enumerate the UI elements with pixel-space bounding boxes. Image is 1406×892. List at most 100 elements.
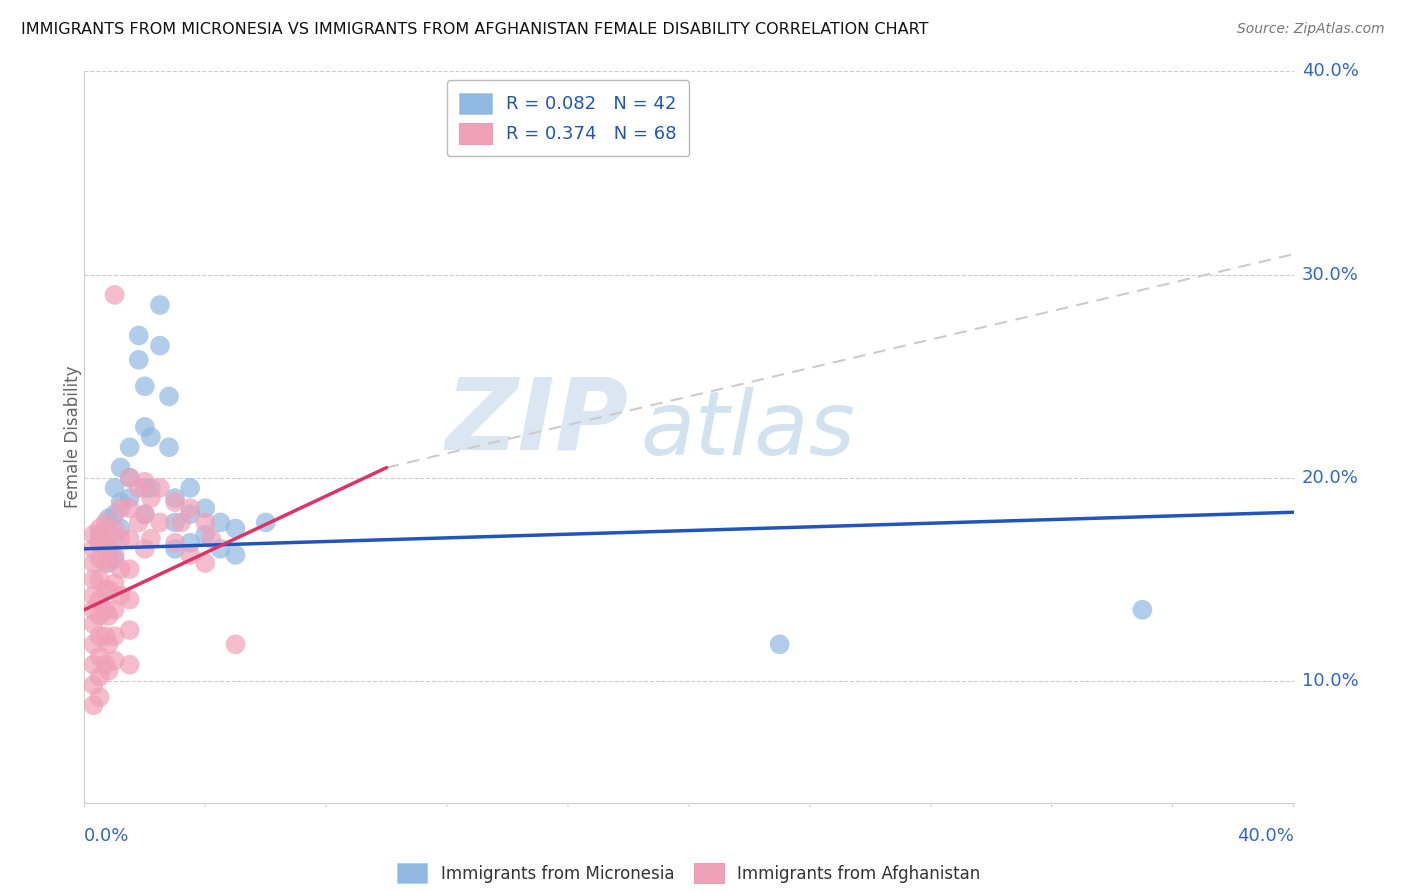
Point [254,516,277,530]
Point [179,548,201,562]
Point [82,698,104,713]
Point [139,481,162,495]
Point [118,471,141,485]
Point [89,535,111,549]
Text: ZIP: ZIP [446,374,628,471]
Point [118,592,141,607]
Point [104,548,127,562]
Point [82,657,104,672]
Point [134,481,156,495]
Point [89,572,111,586]
Point [118,491,141,505]
Text: IMMIGRANTS FROM MICRONESIA VS IMMIGRANTS FROM AFGHANISTAN FEMALE DISABILITY CORR: IMMIGRANTS FROM MICRONESIA VS IMMIGRANTS… [21,22,928,37]
Point [89,521,111,535]
Point [225,521,247,535]
Point [118,471,141,485]
Point [94,516,117,530]
Point [82,678,104,692]
Point [110,495,132,509]
Point [94,603,117,617]
Point [209,541,232,556]
Point [134,379,156,393]
Point [139,430,162,444]
Point [149,298,172,312]
Point [170,516,193,530]
Point [194,527,217,541]
Point [165,535,187,549]
Point [225,548,247,562]
Point [104,481,127,495]
Point [94,657,117,672]
Point [89,629,111,643]
Point [104,532,127,546]
Point [149,516,172,530]
Point [82,617,104,632]
Point [225,637,247,651]
Point [118,501,141,516]
Point [157,440,180,454]
Point [165,495,187,509]
Point [82,572,104,586]
Point [89,592,111,607]
Point [104,629,127,643]
Point [97,582,120,597]
Text: 10.0%: 10.0% [1302,672,1358,690]
Point [165,491,187,505]
Point [82,603,104,617]
Point [165,516,187,530]
Point [82,527,104,541]
Point [104,521,127,535]
Point [89,527,111,541]
Point [128,516,150,530]
Point [110,460,132,475]
Point [118,532,141,546]
Point [134,508,156,522]
Point [97,556,120,570]
Point [149,338,172,352]
Point [134,541,156,556]
Text: Source: ZipAtlas.com: Source: ZipAtlas.com [1237,22,1385,37]
Point [94,629,117,643]
Point [104,576,127,591]
Point [200,532,222,546]
Point [97,664,120,678]
Point [179,481,201,495]
Point [104,654,127,668]
Point [165,541,187,556]
Point [134,475,156,489]
Point [769,637,792,651]
Point [82,637,104,651]
Point [118,440,141,454]
Point [118,657,141,672]
Text: 0.0%: 0.0% [84,827,129,846]
Text: 40.0%: 40.0% [1302,62,1358,80]
Text: 30.0%: 30.0% [1302,266,1358,284]
Point [89,670,111,684]
Point [104,603,127,617]
Point [97,541,120,556]
Point [149,481,172,495]
Point [209,516,232,530]
Point [82,556,104,570]
Point [179,508,201,522]
Point [104,288,127,302]
Point [97,527,120,541]
Point [94,535,117,549]
Point [179,501,201,516]
Point [1130,603,1153,617]
Point [110,501,132,516]
Point [139,532,162,546]
Point [82,589,104,603]
Point [128,328,150,343]
Point [110,589,132,603]
Point [82,541,104,556]
Point [94,582,117,597]
Text: atlas: atlas [641,387,855,473]
Point [89,535,111,549]
Point [97,608,120,623]
Point [128,352,150,367]
Point [104,508,127,522]
Point [89,608,111,623]
Point [179,535,201,549]
Point [110,521,132,535]
